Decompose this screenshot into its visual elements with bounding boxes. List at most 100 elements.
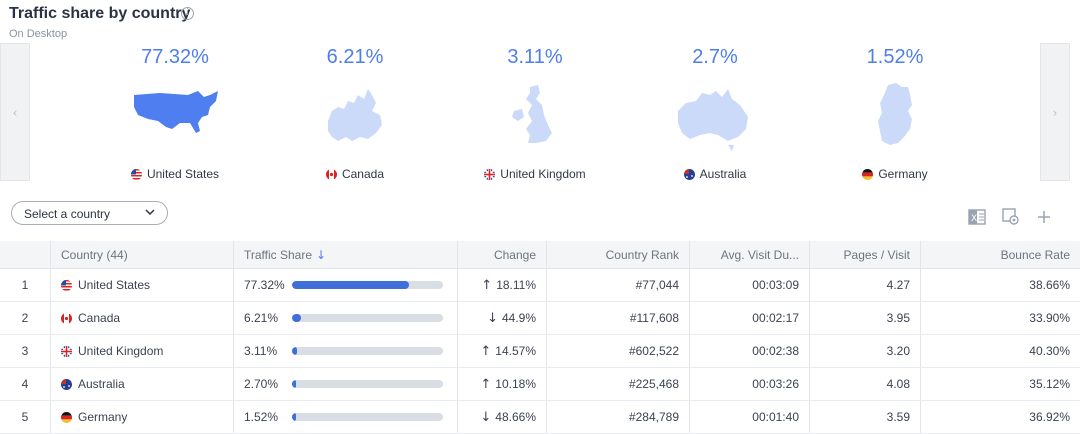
australia-map [678,89,748,151]
row-traffic-share: 3.11% [233,334,458,368]
country-card[interactable]: 3.11% United Kingdom [450,43,620,183]
row-avg-visit: 00:03:26 [689,367,810,401]
us-flag-icon [61,279,72,291]
row-change: ↓ 48.66% [457,400,547,434]
header-pages-visit[interactable]: Pages / Visit [809,241,921,269]
canada-flag-icon [61,312,72,324]
canada-flag-icon [325,168,337,180]
row-change-value: 44.9% [501,310,536,325]
australia-flag-icon [683,168,695,180]
row-pages: 3.59 [809,400,921,434]
card-country-name: United States [146,167,220,181]
row-avg-visit: 00:02:38 [689,334,810,368]
table-body: 1 United States 77.32% ↑ 18.11% #77,044 0… [0,268,1080,434]
header-bounce-rate-label: Bounce Rate [1000,247,1070,262]
header-index [0,241,51,269]
uk-flag-icon [484,168,496,180]
row-country-name: Germany [78,410,128,424]
card-country-name: Germany [878,167,928,181]
share-bar-fill [292,413,296,421]
add-icon[interactable] [1035,208,1053,226]
table-row[interactable]: 2 Canada 6.21% ↓ 44.9% #117,608 00:02:17 … [0,301,1080,335]
row-country-name: Canada [78,311,121,325]
table-row[interactable]: 5 Germany 1.52% ↓ 48.66% #284,789 00:01:4… [0,400,1080,434]
country-card[interactable]: 2.7% Australia [630,43,800,183]
row-share-value: 2.70% [244,377,279,391]
share-bar [292,281,443,289]
header-country-rank[interactable]: Country Rank [546,241,690,269]
carousel-prev-button[interactable]: ‹ [0,43,30,181]
row-bounce: 36.92% [920,400,1080,434]
table-row[interactable]: 4 Australia 2.70% ↑ 10.18% #225,468 00:03… [0,367,1080,401]
row-rank: #225,468 [546,367,690,401]
header-traffic-share-label: Traffic Share [244,247,313,262]
row-country[interactable]: United Kingdom [50,334,234,368]
germany-map [878,83,912,145]
row-share-value: 6.21% [244,311,279,325]
country-card[interactable]: 1.52% Germany [810,43,980,183]
row-rank: #602,522 [546,334,690,368]
card-country-label: Australia [630,167,800,181]
row-country[interactable]: Germany [50,400,234,434]
header-change[interactable]: Change [457,241,547,269]
row-traffic-share: 2.70% [233,367,458,401]
card-percentage: 2.7% [692,46,738,68]
row-index: 3 [0,334,51,368]
row-index: 2 [0,301,51,335]
row-change-value: 14.57% [495,343,536,358]
arrow-up-icon: ↑ [481,277,493,293]
row-change: ↓ 44.9% [457,301,547,335]
header-avg-visit[interactable]: Avg. Visit Du... [689,241,810,269]
row-pages: 4.08 [809,367,921,401]
arrow-up-icon: ↑ [480,376,492,392]
country-card[interactable]: 77.32% United States [90,43,260,183]
row-change-value: 10.18% [495,376,536,391]
header-bounce-rate[interactable]: Bounce Rate [920,241,1080,269]
share-bar-fill [292,281,409,289]
us-flag-icon [130,168,142,180]
us-map [134,91,218,133]
row-index: 1 [0,268,51,302]
share-bar-fill [292,314,302,322]
card-country-label: Canada [270,167,440,181]
arrow-down-icon: ↓ [480,409,492,425]
carousel-next-button[interactable]: › [1040,43,1070,181]
row-avg-visit: 00:02:17 [689,301,810,335]
header-country[interactable]: Country (44) [50,241,234,269]
row-bounce: 33.90% [920,301,1080,335]
row-country[interactable]: United States [50,268,234,302]
row-rank: #117,608 [546,301,690,335]
country-select-label: Select a country [24,207,111,221]
table-header-row: Country (44) Traffic Share ↓ Change Count… [0,241,1080,269]
settings-icon[interactable] [1002,208,1020,226]
share-bar-fill [292,347,297,355]
row-avg-visit: 00:01:40 [689,400,810,434]
row-share-value: 1.52% [244,410,279,424]
row-change: ↑ 10.18% [457,367,547,401]
excel-export-icon[interactable]: X [968,208,986,226]
row-country[interactable]: Australia [50,367,234,401]
header-country-label: Country (44) [61,247,128,262]
traffic-table: Country (44) Traffic Share ↓ Change Count… [0,241,1080,434]
row-pages: 3.95 [809,301,921,335]
row-rank: #284,789 [546,400,690,434]
table-row[interactable]: 1 United States 77.32% ↑ 18.11% #77,044 0… [0,268,1080,302]
share-bar [292,314,443,322]
header-pages-visit-label: Pages / Visit [843,247,910,262]
sort-down-icon: ↓ [316,247,327,262]
row-share-value: 3.11% [244,344,278,358]
header-avg-visit-label: Avg. Visit Du... [720,247,799,262]
table-row[interactable]: 3 United Kingdom 3.11% ↑ 14.57% #602,522 … [0,334,1080,368]
country-select[interactable]: Select a country [11,201,168,225]
row-change-value: 48.66% [495,409,536,424]
svg-text:X: X [971,214,977,224]
header-traffic-share[interactable]: Traffic Share ↓ [233,241,458,269]
info-icon[interactable]: i [181,7,194,20]
card-percentage: 3.11% [507,46,563,68]
card-percentage: 1.52% [866,46,924,68]
row-rank: #77,044 [546,268,690,302]
card-country-name: United Kingdom [500,167,586,181]
row-country[interactable]: Canada [50,301,234,335]
country-card[interactable]: 6.21% Canada [270,43,440,183]
row-avg-visit: 00:03:09 [689,268,810,302]
